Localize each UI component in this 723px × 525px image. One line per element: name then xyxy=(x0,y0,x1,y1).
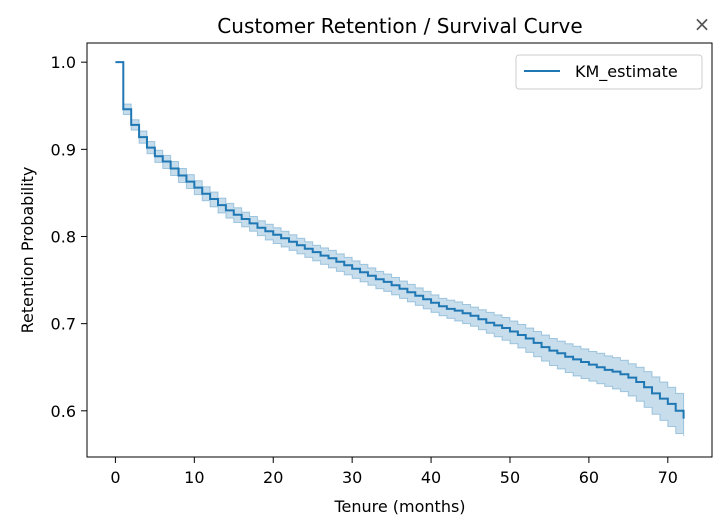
x-axis: 0 10 20 30 40 50 60 70 xyxy=(110,457,678,487)
legend-label: KM_estimate xyxy=(575,62,678,82)
legend: KM_estimate xyxy=(515,54,703,90)
x-tick-label: 60 xyxy=(579,468,599,487)
chart-title: Customer Retention / Survival Curve xyxy=(217,14,582,38)
plot-area xyxy=(115,61,685,437)
y-tick-label: 0.9 xyxy=(51,140,76,159)
y-tick-label: 0.8 xyxy=(51,227,76,246)
close-button[interactable]: × xyxy=(690,12,714,36)
series-line-0 xyxy=(115,61,685,419)
y-tick-label: 1.0 xyxy=(51,53,76,72)
close-icon: × xyxy=(693,12,711,36)
axes-frame xyxy=(86,42,713,458)
legend-box xyxy=(515,54,703,90)
x-tick-label: 70 xyxy=(658,468,678,487)
x-tick-label: 0 xyxy=(110,468,120,487)
x-axis-label: Tenure (months) xyxy=(333,497,465,516)
y-axis: 0.6 0.7 0.8 0.9 1.0 xyxy=(51,53,87,421)
y-tick-label: 0.6 xyxy=(51,402,76,421)
y-tick-label: 0.7 xyxy=(51,315,76,334)
x-tick-label: 30 xyxy=(342,468,362,487)
y-axis-label: Retention Probability xyxy=(18,167,37,334)
x-tick-label: 20 xyxy=(263,468,283,487)
x-tick-label: 10 xyxy=(184,468,204,487)
x-tick-label: 40 xyxy=(421,468,441,487)
x-tick-label: 50 xyxy=(500,468,520,487)
confidence-band-0 xyxy=(115,61,685,437)
